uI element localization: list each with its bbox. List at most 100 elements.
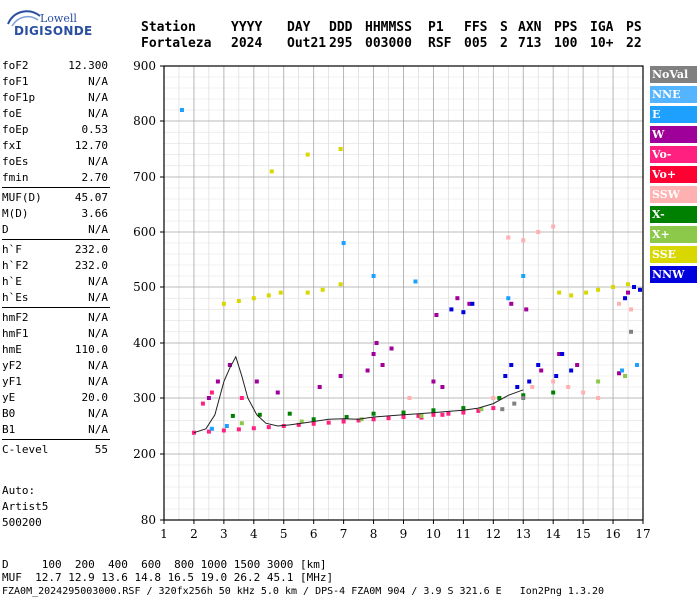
data-point — [311, 421, 316, 426]
data-point — [215, 379, 220, 384]
param-row: yF1 N/A — [2, 374, 108, 390]
data-point — [206, 396, 211, 400]
data-point — [557, 290, 562, 295]
data-point — [626, 282, 631, 287]
y-tick-label: 400 — [133, 336, 156, 350]
param-value: 45.07 — [74, 191, 108, 204]
param-label: h`F — [2, 243, 22, 256]
data-point — [416, 413, 421, 418]
data-point — [527, 379, 532, 384]
param-label: hmE — [2, 343, 22, 356]
data-point — [401, 415, 406, 420]
data-point — [539, 368, 544, 373]
data-point — [386, 416, 391, 421]
param-row: foF1p N/A — [2, 90, 108, 106]
param-value: 110.0 — [74, 343, 108, 356]
data-point — [509, 363, 514, 367]
header-value: 22 — [626, 36, 642, 51]
header-value: 10+ — [590, 36, 614, 51]
data-point — [575, 363, 580, 367]
param-value: 3.66 — [81, 207, 109, 220]
param-separator — [2, 307, 110, 308]
data-point — [536, 230, 541, 234]
param-row: foF2 12.300 — [2, 58, 108, 74]
param-label: foF2 — [2, 59, 29, 72]
legend-item: Vo+ — [650, 166, 697, 184]
data-point — [389, 346, 394, 351]
header-label: AXN — [518, 20, 542, 35]
data-point — [623, 296, 628, 301]
header-label: Station — [141, 20, 196, 35]
data-point — [638, 287, 643, 292]
data-point — [200, 401, 205, 406]
param-label: M(D) — [2, 207, 29, 220]
param-row: hmF2 N/A — [2, 310, 108, 326]
header-value: 005 — [464, 36, 488, 51]
param-value: N/A — [88, 155, 108, 168]
param-label: fxI — [2, 139, 22, 152]
data-point — [371, 411, 376, 416]
param-row: fmin 2.70 — [2, 170, 108, 186]
legend-item: Vo- — [650, 146, 697, 164]
param-label: C-level — [2, 443, 49, 456]
x-tick-label: 8 — [370, 527, 378, 541]
param-row: h`F 232.0 — [2, 242, 108, 258]
data-point — [530, 385, 535, 389]
y-tick-label: 900 — [133, 59, 156, 73]
param-row: C-level 55 — [2, 442, 108, 458]
logo-digisonde-text: DIGISONDE — [14, 24, 93, 38]
header-value: Out21 — [287, 36, 327, 51]
y-tick-label: 200 — [133, 447, 156, 461]
data-point — [371, 417, 376, 422]
data-point — [497, 396, 502, 400]
param-row: D N/A — [2, 222, 108, 238]
data-point — [440, 385, 445, 389]
param-separator — [2, 239, 110, 240]
param-label: foE — [2, 107, 22, 120]
param-value: 232.0 — [74, 259, 108, 272]
y-tick-label: 300 — [133, 391, 156, 405]
legend-item: X- — [650, 206, 697, 224]
param-label: foEs — [2, 155, 29, 168]
muf-row: MUF 12.7 12.9 13.6 14.8 16.5 19.0 26.2 4… — [2, 571, 334, 584]
data-point — [479, 407, 484, 412]
param-value: N/A — [88, 407, 108, 420]
legend-item: NNW — [650, 266, 697, 284]
param-value: 20.0 — [81, 391, 109, 404]
data-point — [524, 307, 529, 312]
data-point — [521, 274, 526, 278]
data-point — [617, 371, 622, 376]
data-point — [278, 290, 283, 295]
y-tick-label: 700 — [133, 170, 156, 184]
legend-item: NNE — [650, 86, 697, 104]
data-point — [509, 301, 514, 306]
header-value: 2024 — [231, 36, 263, 51]
x-tick-label: 2 — [190, 527, 198, 541]
data-point — [503, 374, 508, 378]
param-row: foF1 N/A — [2, 74, 108, 90]
data-point — [635, 363, 640, 367]
data-point — [254, 379, 259, 384]
header-label: PPS — [554, 20, 578, 35]
legend-item: SSE — [650, 246, 697, 264]
x-tick-label: 3 — [220, 527, 228, 541]
data-point — [209, 426, 214, 431]
data-point — [566, 385, 571, 389]
param-value: 2.70 — [81, 171, 109, 184]
data-point — [434, 313, 439, 317]
param-label: hmF1 — [2, 327, 29, 340]
legend-item: NoVal — [650, 66, 697, 84]
param-row: foEp 0.53 — [2, 122, 108, 138]
data-point — [467, 301, 472, 306]
data-point — [371, 352, 376, 356]
data-point — [296, 422, 301, 427]
data-point — [506, 296, 511, 301]
data-point — [596, 379, 601, 384]
data-point — [305, 152, 310, 157]
header-label: YYYY — [231, 20, 263, 35]
data-point — [338, 147, 343, 151]
auto-version: 500200 — [2, 516, 42, 529]
auto-label: Auto: — [2, 484, 36, 497]
trace-line — [193, 355, 524, 434]
data-point — [551, 390, 556, 395]
